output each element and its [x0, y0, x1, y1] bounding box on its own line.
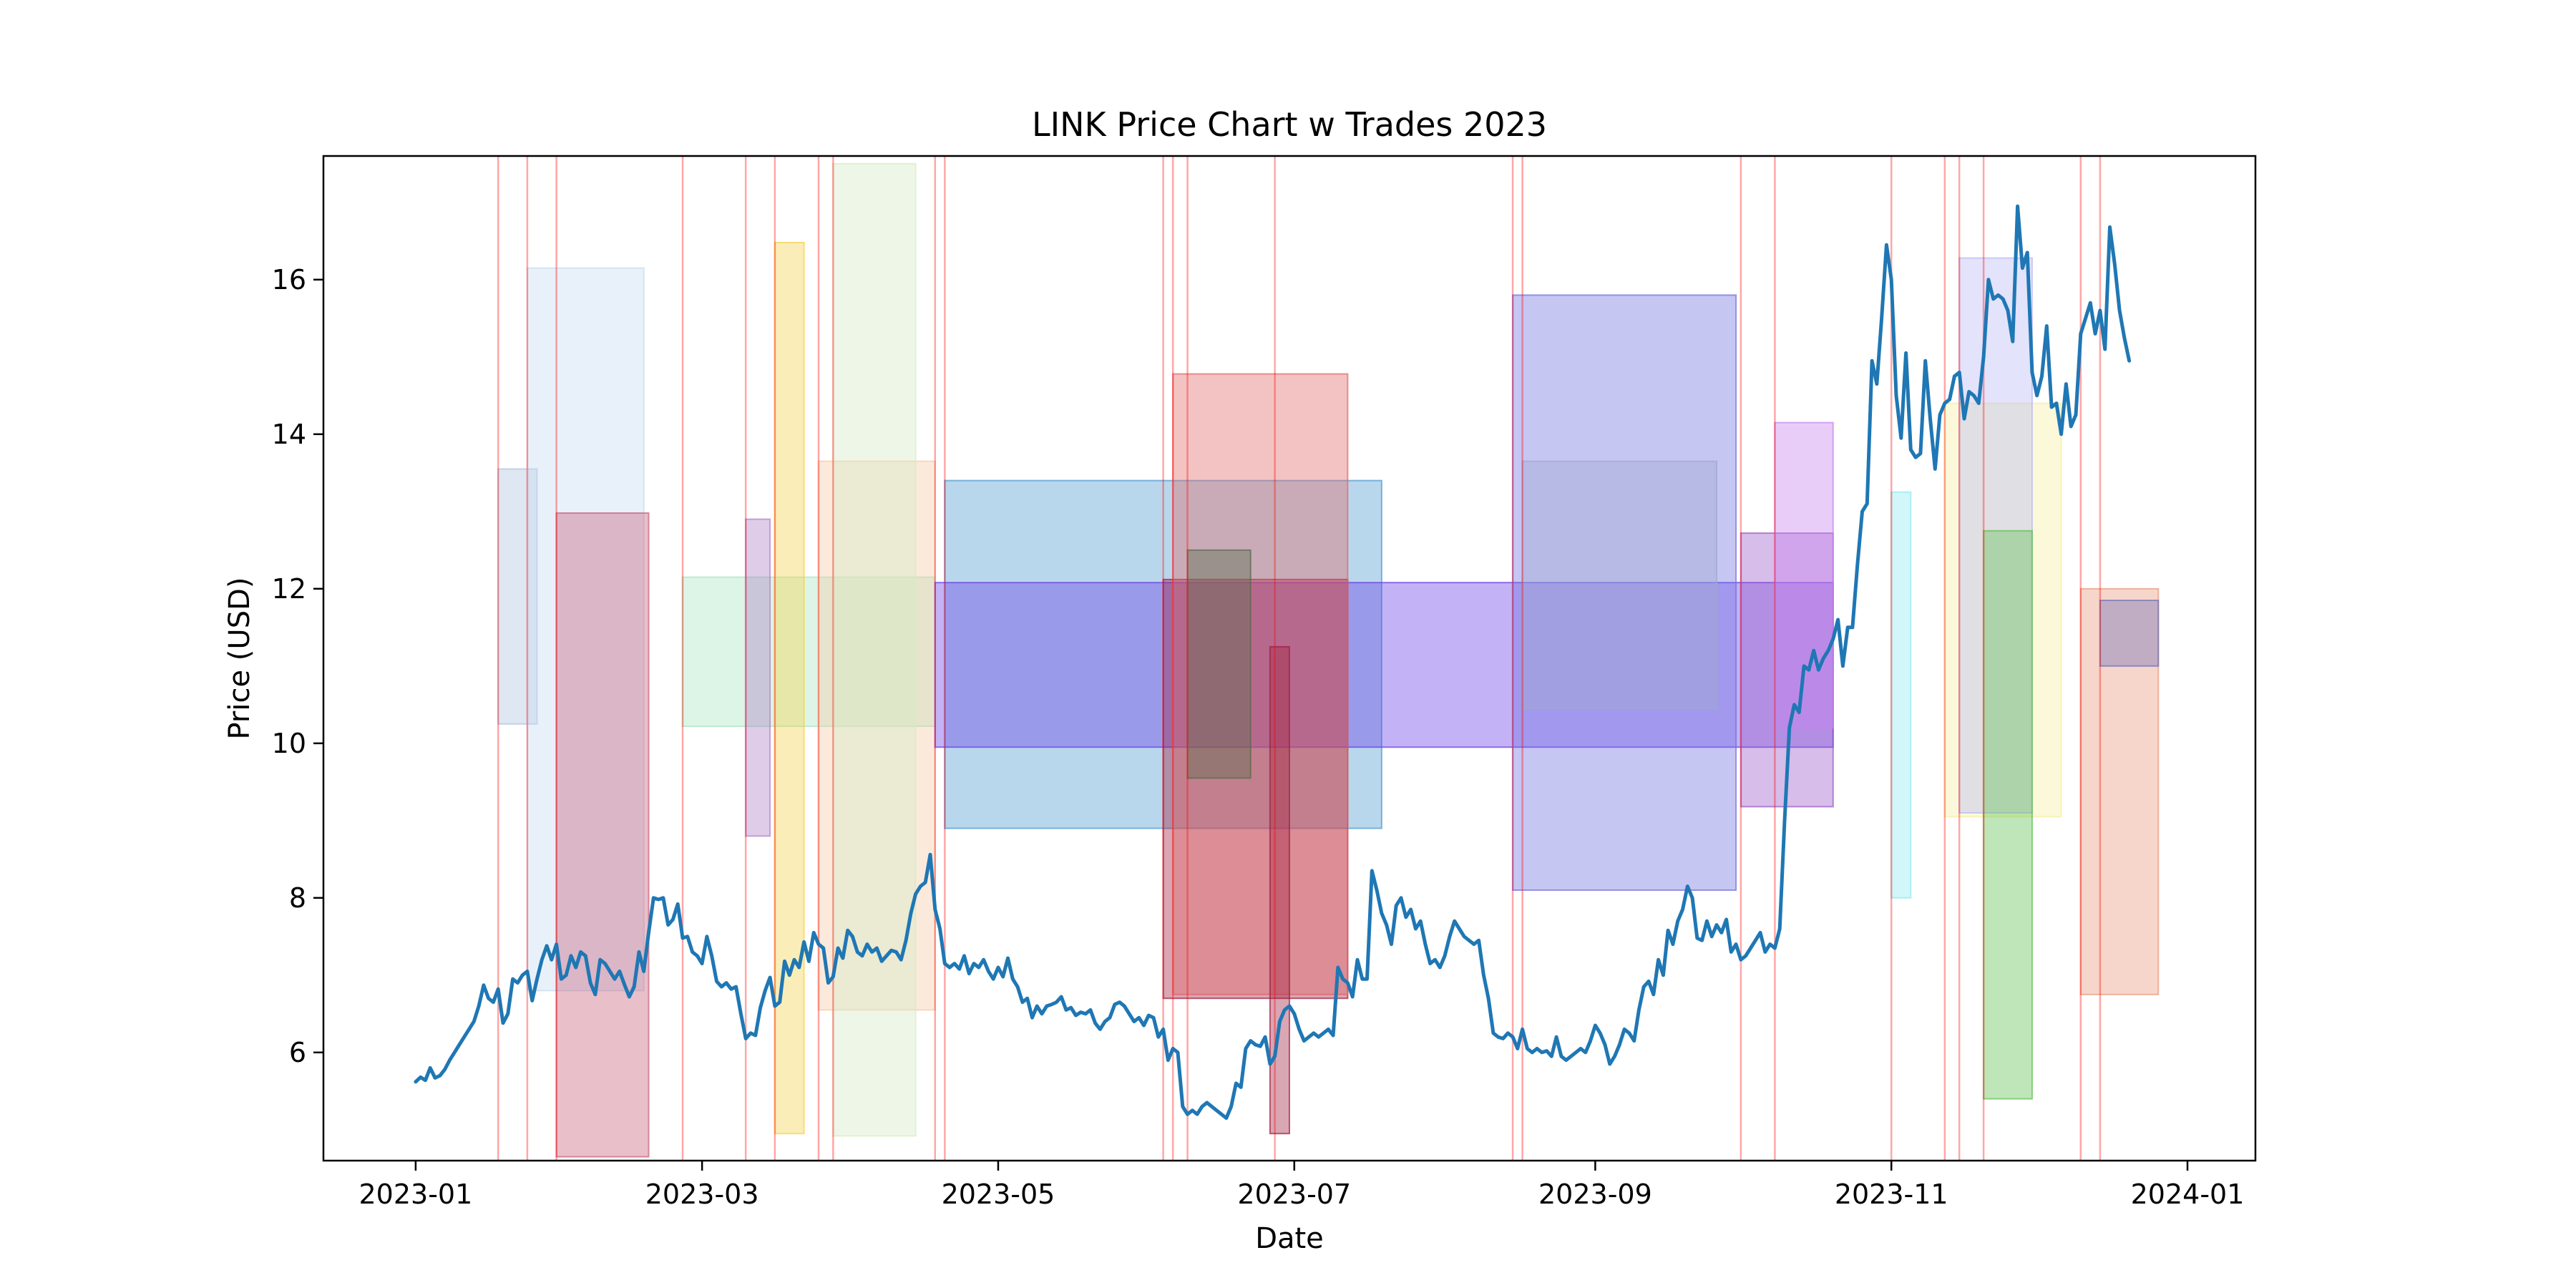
x-tick-label: 2024-01 — [2131, 1179, 2245, 1210]
trade-zone-4 — [682, 576, 936, 728]
y-tick-label: 6 — [289, 1037, 306, 1068]
x-tick-label: 2023-09 — [1538, 1179, 1652, 1210]
x-tick-label: 2023-11 — [1835, 1179, 1948, 1210]
trade-zones — [497, 162, 2160, 1158]
trade-zone-24 — [2099, 600, 2160, 667]
trade-zone-8 — [832, 162, 917, 1137]
trade-zone-11 — [1162, 578, 1349, 1000]
trade-zone-23 — [2079, 587, 2160, 995]
trade-zone-13 — [1186, 549, 1252, 779]
y-tick-label: 12 — [272, 573, 306, 605]
trade-zone-5 — [745, 518, 771, 837]
trade-zone-20 — [1943, 402, 2062, 818]
y-axis-label: Price (USD) — [223, 577, 256, 740]
x-tick-label: 2023-07 — [1237, 1179, 1351, 1210]
chart-title: LINK Price Chart w Trades 2023 — [1032, 105, 1547, 144]
trade-zone-10 — [934, 582, 1834, 748]
trade-zone-16 — [1521, 460, 1717, 710]
trade-zone-12 — [1172, 373, 1349, 995]
trade-zone-1 — [497, 468, 538, 725]
x-tick-label: 2023-05 — [942, 1179, 1055, 1210]
trade-zone-19 — [1890, 491, 1912, 899]
y-tick-label: 10 — [272, 728, 306, 759]
y-tick-label: 14 — [272, 419, 306, 450]
y-tick-label: 8 — [289, 882, 306, 914]
price-series — [414, 204, 2132, 1121]
trade-zone-21 — [1958, 257, 2033, 814]
y-axis: 6 8 10 12 14 16 — [272, 264, 323, 1068]
trade-zone-22 — [1983, 530, 2033, 1100]
y-tick-label: 16 — [272, 264, 306, 296]
trade-zone-14 — [1269, 645, 1291, 1135]
x-tick-label: 2023-03 — [645, 1179, 759, 1210]
trade-zone-15 — [1512, 294, 1737, 891]
x-tick-label: 2023-01 — [359, 1179, 473, 1210]
x-axis: 2023-01 2023-03 2023-05 2023-07 2023-09 2023-… — [359, 1161, 2245, 1210]
trade-zone-3 — [555, 512, 650, 1158]
price-line — [414, 204, 2132, 1121]
trade-zone-6 — [774, 241, 805, 1135]
plot-frame — [322, 155, 2257, 1162]
trade-zone-2 — [526, 267, 645, 992]
x-axis-label: Date — [1255, 1222, 1324, 1255]
